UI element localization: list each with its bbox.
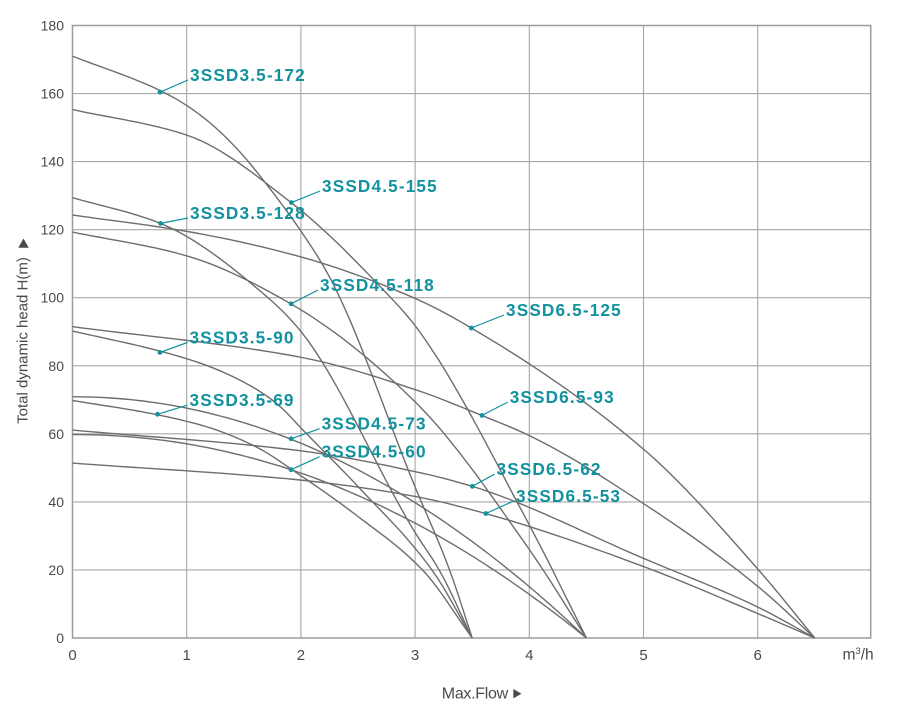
svg-text:6: 6 (754, 647, 762, 664)
svg-text:3SSD3.5-172: 3SSD3.5-172 (190, 65, 306, 85)
svg-text:3SSD3.5-90: 3SSD3.5-90 (190, 328, 295, 348)
svg-text:140: 140 (41, 154, 65, 170)
svg-text:0: 0 (68, 647, 76, 664)
svg-text:3SSD4.5-60: 3SSD4.5-60 (322, 442, 427, 462)
svg-text:80: 80 (48, 358, 64, 374)
svg-text:160: 160 (41, 86, 65, 102)
svg-text:3: 3 (411, 647, 419, 664)
svg-text:4: 4 (525, 647, 533, 664)
svg-text:3SSD6.5-53: 3SSD6.5-53 (516, 486, 621, 506)
svg-text:3SSD6.5-93: 3SSD6.5-93 (510, 387, 615, 407)
svg-text:2: 2 (297, 647, 305, 664)
svg-text:Max.Flow: Max.Flow (442, 686, 509, 703)
svg-text:40: 40 (48, 494, 64, 510)
svg-text:3SSD6.5-125: 3SSD6.5-125 (506, 300, 622, 320)
svg-text:3SSD3.5-128: 3SSD3.5-128 (190, 203, 306, 223)
svg-text:m3/h: m3/h (843, 646, 874, 664)
svg-text:120: 120 (41, 222, 65, 238)
svg-text:3SSD4.5-118: 3SSD4.5-118 (320, 275, 435, 295)
svg-text:3SSD4.5-155: 3SSD4.5-155 (322, 176, 438, 196)
svg-text:20: 20 (48, 562, 64, 578)
svg-text:0: 0 (56, 630, 64, 646)
svg-text:1: 1 (183, 647, 191, 664)
svg-text:100: 100 (41, 290, 65, 306)
svg-text:3SSD4.5-73: 3SSD4.5-73 (322, 414, 427, 434)
svg-text:Total dynamic head H(m): Total dynamic head H(m) (15, 257, 32, 424)
svg-text:3SSD3.5-69: 3SSD3.5-69 (190, 390, 295, 410)
svg-text:5: 5 (639, 647, 647, 664)
svg-text:3SSD6.5-62: 3SSD6.5-62 (497, 459, 602, 479)
svg-text:60: 60 (48, 426, 64, 442)
svg-text:180: 180 (41, 18, 65, 34)
